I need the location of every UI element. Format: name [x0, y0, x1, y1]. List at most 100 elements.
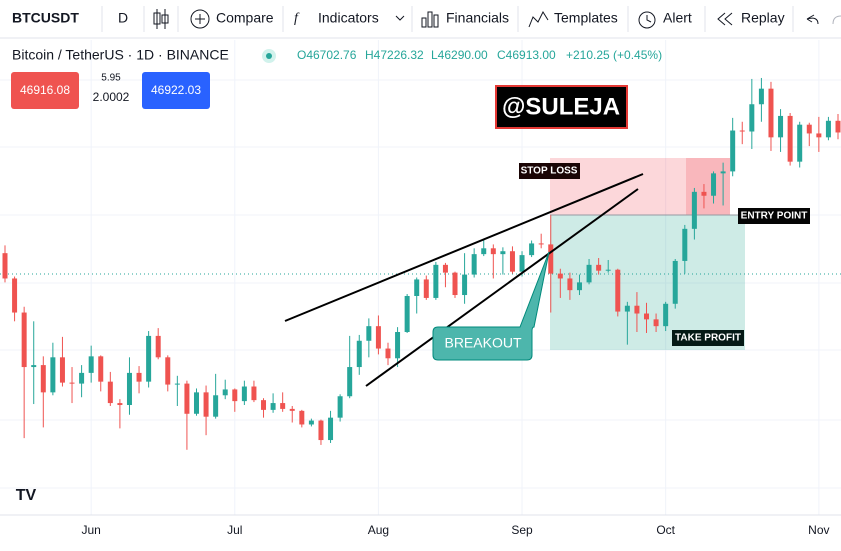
candle-body: [126, 372, 132, 406]
candle-body: [653, 319, 659, 327]
candle-body: [548, 244, 554, 274]
grid: [0, 79, 841, 489]
candle-body: [385, 348, 391, 359]
candle-body: [682, 228, 688, 261]
candle-body: [50, 357, 56, 393]
candle-body: [720, 171, 726, 174]
candle-body: [519, 255, 525, 272]
interval[interactable]: D: [118, 10, 128, 26]
candle-body: [404, 295, 410, 333]
candle-body: [337, 396, 343, 418]
candle-body: [88, 356, 94, 373]
stop-loss-label-box: [519, 163, 580, 179]
x-tick-label: Nov: [808, 523, 829, 537]
undo-icon[interactable]: [806, 14, 819, 25]
candle-body: [663, 303, 669, 327]
candle-body: [193, 392, 199, 414]
spread-top: 5.95: [101, 73, 121, 84]
candle-body: [347, 367, 353, 397]
candle-body: [500, 251, 506, 255]
candle-body: [261, 400, 267, 410]
templates-button[interactable]: Templates: [554, 10, 618, 26]
candle-body: [806, 124, 812, 134]
candle-body: [711, 173, 717, 196]
compare-icon[interactable]: [190, 9, 210, 29]
candle-body: [758, 88, 764, 105]
candle-body: [634, 305, 640, 314]
financials-button[interactable]: Financials: [446, 10, 509, 26]
symbol[interactable]: BTCUSDT: [12, 10, 79, 26]
sell-price[interactable]: 46916.08: [20, 83, 70, 97]
candle-body: [490, 248, 496, 255]
lower-trendline: [365, 188, 639, 387]
chart-type-icon[interactable]: [153, 9, 169, 29]
dropdown-icon[interactable]: [395, 15, 405, 21]
candle-body: [644, 313, 650, 320]
replay-button[interactable]: Replay: [741, 10, 785, 26]
buy-price[interactable]: 46922.03: [151, 83, 201, 97]
candle-body: [452, 272, 458, 296]
sell-button[interactable]: [11, 72, 79, 109]
alert-icon[interactable]: [638, 11, 656, 29]
candle-body: [79, 372, 85, 384]
candle-body: [471, 254, 477, 275]
x-tick-label: Oct: [656, 523, 675, 537]
upper-trendline: [284, 173, 644, 322]
legend-high: H47226.32: [365, 48, 424, 62]
candle-body: [59, 357, 65, 383]
candle-body: [155, 335, 161, 358]
candle-body: [672, 260, 678, 304]
legend-open: O46702.76: [297, 48, 357, 62]
candle-body: [835, 120, 841, 133]
legend-title: Bitcoin / TetherUS · 1D · BINANCE: [12, 47, 229, 63]
candle-body: [730, 130, 736, 172]
candle-body: [356, 340, 362, 368]
legend-change: +210.25 (+0.45%): [566, 48, 662, 62]
buy-button[interactable]: [142, 72, 210, 109]
candle-body: [98, 356, 104, 382]
take-profit-zone: [550, 215, 745, 350]
candle-body: [395, 332, 401, 359]
entry-label-box: [738, 208, 810, 224]
candle-body: [117, 403, 123, 406]
financials-icon[interactable]: [421, 11, 439, 28]
alert-button[interactable]: Alert: [663, 10, 692, 26]
templates-icon[interactable]: [528, 10, 549, 28]
candle-body: [232, 389, 238, 402]
redo-icon[interactable]: [832, 15, 841, 25]
candle-body: [538, 243, 544, 245]
candle-body: [299, 410, 305, 425]
candle-body: [509, 251, 515, 272]
take-profit-label-box: [672, 330, 744, 346]
candle-body: [749, 104, 755, 132]
candle-body: [69, 382, 75, 384]
candle-body: [481, 248, 487, 255]
breakout-callout: [432, 251, 550, 361]
candle-body: [375, 326, 381, 349]
candle-body: [308, 420, 314, 425]
compare-button[interactable]: Compare: [216, 10, 274, 26]
x-tick-label: Jun: [81, 523, 100, 537]
candle-body: [691, 191, 697, 229]
candle-body: [557, 273, 563, 279]
candle-body: [165, 357, 171, 385]
replay-icon[interactable]: [717, 12, 733, 26]
entry-label: ENTRY POINT: [741, 211, 808, 222]
stop-loss-label: STOP LOSS: [521, 166, 578, 177]
candle-body: [414, 279, 420, 296]
candle-body: [586, 264, 592, 283]
indicators-button[interactable]: Indicators: [318, 10, 379, 26]
watermark-box: [495, 85, 628, 129]
candle-body: [136, 372, 142, 382]
x-tick-label: Sep: [511, 523, 533, 537]
candle-body: [222, 389, 228, 396]
candle-body: [615, 269, 621, 312]
candle-body: [40, 365, 46, 393]
tradingview-logo[interactable]: TV: [16, 487, 37, 504]
x-tick-label: Aug: [368, 523, 389, 537]
candle-body: [701, 191, 707, 196]
candle-body: [433, 264, 439, 298]
indicators-icon[interactable]: f: [294, 11, 300, 26]
candle-body: [576, 282, 582, 291]
